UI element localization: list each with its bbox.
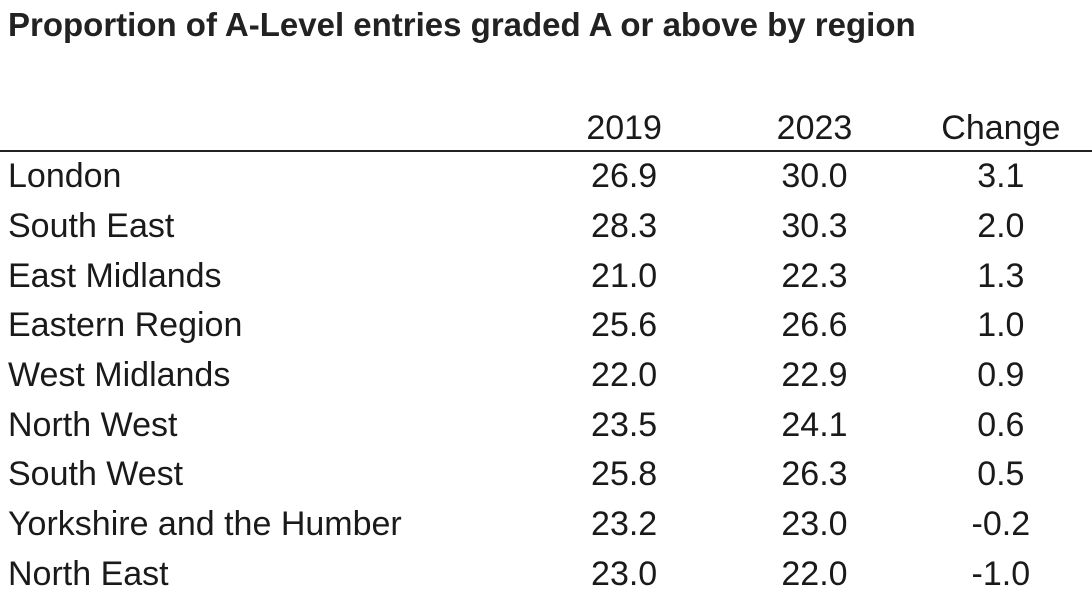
- value-2023: 24.1: [781, 405, 848, 444]
- table-row: East Midlands 21.0 22.3 1.3: [0, 251, 1092, 301]
- region-name: West Midlands: [8, 356, 231, 395]
- value-change: 0.5: [977, 455, 1025, 494]
- value-change: 0.6: [977, 405, 1025, 444]
- table-body: London 26.9 30.0 3.1 South East 28.3 30.…: [0, 151, 1092, 599]
- value-2023: 30.0: [781, 157, 848, 196]
- value-change: 1.0: [977, 306, 1025, 345]
- value-2019: 23.5: [591, 405, 658, 444]
- region-name: North West: [8, 405, 178, 444]
- region-name: East Midlands: [8, 256, 222, 295]
- value-change: 2.0: [977, 207, 1025, 246]
- table-row: North West 23.5 24.1 0.6: [0, 400, 1092, 450]
- value-2023: 26.3: [781, 455, 848, 494]
- header-row: 2019 2023 Change: [0, 100, 1092, 151]
- value-change: -0.2: [971, 505, 1031, 544]
- region-name: South West: [8, 455, 184, 494]
- table-row: Yorkshire and the Humber 23.2 23.0 -0.2: [0, 500, 1092, 550]
- value-change: 1.3: [977, 256, 1025, 295]
- value-2023: 23.0: [781, 505, 848, 544]
- value-change: 3.1: [977, 157, 1025, 196]
- header-change: Change: [941, 109, 1061, 147]
- value-2023: 22.0: [781, 554, 848, 593]
- table-row: North East 23.0 22.0 -1.0: [0, 550, 1092, 600]
- chart-title: Proportion of A-Level entries graded A o…: [8, 6, 916, 43]
- region-name: Eastern Region: [8, 306, 243, 345]
- value-2019: 21.0: [591, 256, 658, 295]
- table-row: South West 25.8 26.3 0.5: [0, 450, 1092, 500]
- region-name: Yorkshire and the Humber: [8, 505, 402, 544]
- table-row: South East 28.3 30.3 2.0: [0, 202, 1092, 252]
- value-change: -1.0: [971, 554, 1031, 593]
- table-header: 2019 2023 Change: [0, 100, 1092, 151]
- region-table: 2019 2023 Change London 26.9 30.0 3.1 So…: [0, 100, 1092, 599]
- region-name: South East: [8, 207, 175, 246]
- table-row: West Midlands 22.0 22.9 0.9: [0, 351, 1092, 401]
- header-region: [0, 100, 529, 151]
- value-change: 0.9: [977, 356, 1025, 395]
- value-2019: 25.8: [591, 455, 658, 494]
- value-2019: 28.3: [591, 207, 658, 246]
- value-2019: 22.0: [591, 356, 658, 395]
- region-name: North East: [8, 554, 169, 593]
- region-name: London: [8, 157, 122, 196]
- value-2023: 22.3: [781, 256, 848, 295]
- value-2019: 25.6: [591, 306, 658, 345]
- header-2019: 2019: [586, 109, 662, 147]
- header-2023: 2023: [776, 109, 853, 147]
- value-2023: 22.9: [781, 356, 848, 395]
- value-2019: 26.9: [591, 157, 658, 196]
- value-2023: 30.3: [781, 207, 848, 246]
- value-2023: 26.6: [781, 306, 848, 345]
- table-row: Eastern Region 25.6 26.6 1.0: [0, 301, 1092, 351]
- value-2019: 23.0: [591, 554, 658, 593]
- table-row: London 26.9 30.0 3.1: [0, 151, 1092, 202]
- value-2019: 23.2: [591, 505, 658, 544]
